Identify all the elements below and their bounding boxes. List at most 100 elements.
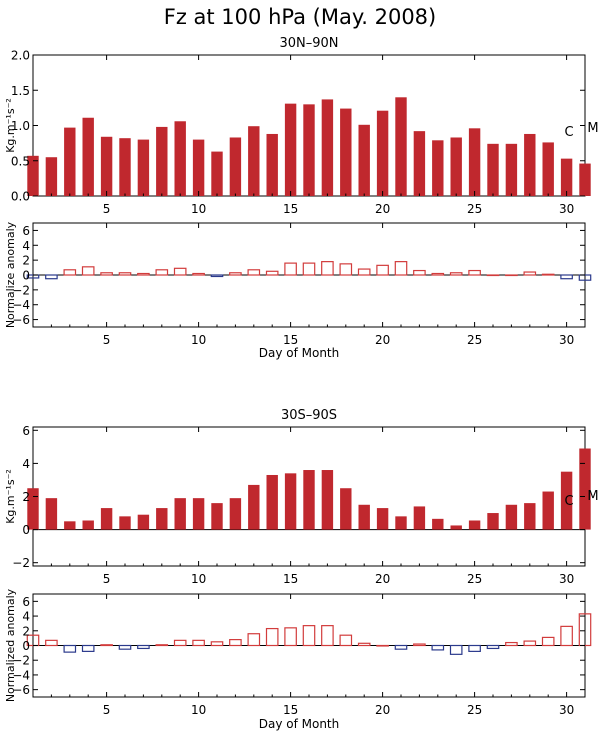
x-tick-label: 15 bbox=[283, 333, 298, 347]
y-tick-label: 6 bbox=[22, 424, 30, 438]
bar-day-1 bbox=[27, 155, 39, 196]
y-tick-label: −6 bbox=[12, 683, 30, 697]
bar-day-26 bbox=[486, 644, 500, 650]
bar-day-3 bbox=[63, 269, 77, 276]
bar-day-2 bbox=[45, 639, 58, 647]
bar-day-19 bbox=[357, 268, 371, 276]
y-tick-label: 0 bbox=[22, 523, 30, 537]
bar-day-17 bbox=[321, 99, 334, 196]
y-tick-label: −2 bbox=[12, 556, 30, 570]
bar-day-21 bbox=[394, 644, 408, 650]
bar-day-16 bbox=[302, 262, 316, 276]
bar-day-28 bbox=[524, 503, 536, 530]
chart-panel-1: 30N–90N 0.0 0.5 1.0 1.5 2.0 5 10 15 20 25 30 Kg.m⁻¹s… bbox=[4, 36, 599, 216]
x-tick-label: 5 bbox=[103, 202, 111, 216]
bar-day-8 bbox=[155, 644, 169, 647]
bar-day-14 bbox=[265, 270, 279, 276]
bar-day-9 bbox=[173, 639, 187, 647]
bar-day-30 bbox=[560, 625, 573, 647]
bar-day-27 bbox=[505, 274, 518, 277]
bar-day-27 bbox=[505, 143, 518, 196]
y-tick-label: 2 bbox=[22, 490, 30, 504]
bar-day-10 bbox=[192, 639, 205, 647]
bar-day-16 bbox=[303, 104, 315, 196]
bar-day-4 bbox=[82, 117, 94, 196]
annotation-c: C bbox=[564, 494, 573, 509]
bar-day-28 bbox=[523, 640, 537, 647]
x-tick-label: 10 bbox=[191, 202, 206, 216]
y-tick-label: 4 bbox=[22, 239, 30, 253]
bar-day-6 bbox=[118, 272, 132, 276]
bar-day-10 bbox=[192, 272, 205, 276]
bar-day-20 bbox=[376, 110, 389, 196]
bar-day-11 bbox=[210, 641, 224, 647]
bar-day-5 bbox=[100, 644, 113, 647]
bar-day-25 bbox=[468, 520, 481, 530]
x-tick-label: 15 bbox=[283, 572, 298, 586]
bar-day-15 bbox=[284, 103, 297, 196]
bar-day-9 bbox=[174, 498, 186, 530]
bar-day-19 bbox=[358, 504, 370, 530]
bar-day-7 bbox=[137, 272, 150, 276]
bar-day-11 bbox=[211, 503, 223, 530]
bar-day-13 bbox=[247, 633, 261, 647]
bar-day-5 bbox=[100, 508, 113, 530]
bar-day-2 bbox=[45, 274, 58, 280]
bar-day-9 bbox=[173, 267, 187, 276]
x-tick-label: 5 bbox=[103, 333, 111, 347]
bar-day-28 bbox=[524, 133, 536, 196]
bar-day-3 bbox=[64, 127, 76, 196]
x-tick-label: 30 bbox=[559, 572, 574, 586]
x-tick-label: 5 bbox=[103, 703, 111, 717]
bar-day-29 bbox=[542, 491, 554, 530]
x-tick-label: 20 bbox=[375, 703, 390, 717]
bar-day-4 bbox=[81, 644, 95, 652]
y-axis-label: Normalized anomaly bbox=[4, 588, 17, 702]
annotation-m: M bbox=[587, 489, 598, 504]
bar-day-24 bbox=[450, 525, 462, 530]
y-axis-label: Kg.m⁻¹s⁻² bbox=[4, 98, 17, 153]
bar-day-8 bbox=[156, 126, 168, 196]
bar-day-24 bbox=[450, 137, 462, 196]
y-tick-label: 2 bbox=[22, 624, 30, 638]
bar-day-4 bbox=[82, 520, 94, 530]
bar-day-19 bbox=[358, 124, 370, 196]
bar-day-6 bbox=[118, 644, 132, 650]
bar-day-29 bbox=[541, 273, 555, 276]
y-tick-label: −2 bbox=[12, 654, 30, 668]
y-tick-label: 4 bbox=[22, 457, 30, 471]
bar-day-24 bbox=[449, 644, 463, 655]
x-tick-label: 20 bbox=[375, 572, 390, 586]
y-axis-label: Kg.m⁻¹s⁻² bbox=[4, 469, 17, 524]
bar-day-16 bbox=[303, 470, 315, 530]
x-tick-label: 15 bbox=[283, 202, 298, 216]
x-tick-label: 10 bbox=[191, 333, 206, 347]
x-tick-label: 25 bbox=[467, 572, 482, 586]
bar-day-23 bbox=[432, 140, 444, 196]
bar-day-8 bbox=[156, 508, 168, 530]
x-axis-label: Day of Month bbox=[259, 346, 340, 360]
bar-day-22 bbox=[413, 643, 426, 647]
bar-day-13 bbox=[248, 484, 260, 530]
figure-title: Fz at 100 hPa (May. 2008) bbox=[164, 5, 437, 29]
bar-day-18 bbox=[339, 263, 353, 276]
x-tick-label: 25 bbox=[467, 333, 482, 347]
y-tick-label: 1.5 bbox=[11, 84, 30, 98]
bar-day-4 bbox=[81, 266, 95, 276]
bar-day-14 bbox=[266, 133, 278, 196]
bar-day-17 bbox=[321, 261, 334, 276]
x-tick-label: 20 bbox=[375, 202, 390, 216]
y-tick-label: 4 bbox=[22, 610, 30, 624]
bar-day-24 bbox=[449, 272, 463, 276]
bar-day-6 bbox=[119, 138, 131, 196]
bar-day-31 bbox=[579, 448, 591, 530]
x-tick-label: 30 bbox=[559, 703, 574, 717]
y-tick-label: 2 bbox=[22, 254, 30, 268]
bar-day-16 bbox=[302, 625, 316, 647]
bar-day-22 bbox=[413, 506, 426, 530]
bar-day-22 bbox=[413, 131, 426, 196]
x-tick-label: 10 bbox=[191, 572, 206, 586]
bar-day-30 bbox=[560, 471, 573, 530]
